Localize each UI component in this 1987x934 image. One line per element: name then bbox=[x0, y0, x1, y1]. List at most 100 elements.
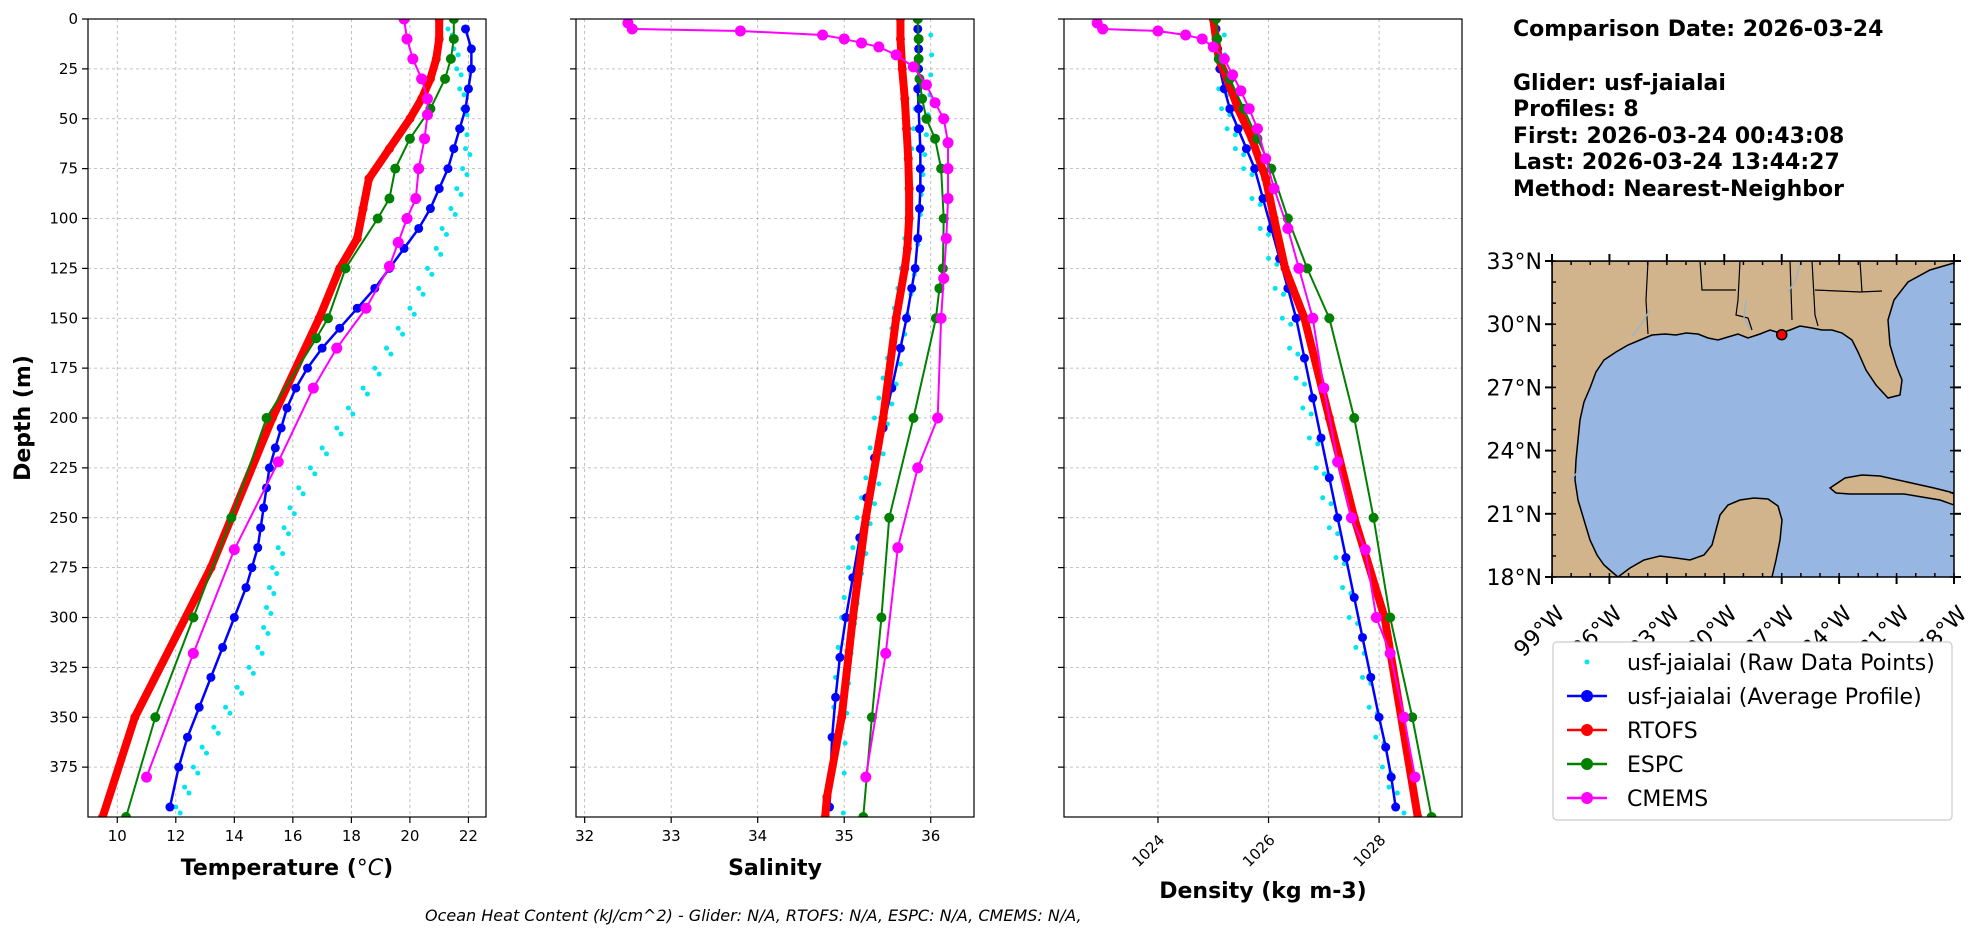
raw-point bbox=[1272, 285, 1278, 291]
y-tick-label: 200 bbox=[49, 409, 78, 427]
cmems-marker bbox=[1243, 103, 1255, 115]
series-group bbox=[622, 19, 954, 817]
raw-point bbox=[234, 684, 240, 690]
y-tick-label: 125 bbox=[49, 259, 78, 277]
espc-marker bbox=[937, 263, 948, 274]
map-land-us bbox=[1552, 261, 1954, 577]
y-tick-label: 375 bbox=[49, 758, 78, 776]
cmems-marker bbox=[734, 25, 746, 37]
raw-point bbox=[345, 405, 351, 411]
raw-point bbox=[443, 231, 449, 237]
raw-point bbox=[319, 445, 325, 451]
raw-point bbox=[1257, 202, 1263, 208]
raw-point bbox=[458, 192, 464, 198]
rtofs-marker bbox=[904, 184, 914, 194]
average-marker bbox=[1341, 553, 1351, 563]
rtofs-marker bbox=[1269, 214, 1279, 223]
cmems-marker bbox=[1345, 512, 1357, 524]
grid bbox=[576, 18, 974, 817]
raw-point bbox=[1366, 704, 1372, 710]
espc-marker bbox=[912, 19, 923, 24]
average-marker bbox=[259, 503, 269, 513]
raw-point bbox=[448, 206, 454, 212]
raw-point bbox=[1341, 561, 1347, 567]
cmems-marker bbox=[873, 41, 885, 53]
raw-point bbox=[1306, 435, 1312, 441]
legend-frame bbox=[1552, 641, 1953, 821]
espc-marker bbox=[121, 812, 132, 817]
average-marker bbox=[270, 443, 280, 453]
raw-point bbox=[867, 445, 873, 451]
raw-point bbox=[281, 525, 287, 531]
map-land-mexico bbox=[1616, 497, 1783, 577]
x-tick-label: 16 bbox=[283, 827, 302, 845]
cmems-marker bbox=[1293, 262, 1305, 274]
average-marker bbox=[1225, 104, 1235, 114]
raw-point bbox=[312, 471, 318, 477]
average-marker bbox=[907, 283, 917, 293]
rtofs-marker bbox=[1299, 313, 1309, 323]
gulf-of-mexico-map: 33°N30°N27°N24°N21°N18°N99°W96°W93°W90°W… bbox=[1487, 250, 1973, 662]
raw-point bbox=[429, 271, 435, 277]
rtofs-marker bbox=[822, 792, 832, 802]
legend-item: CMEMS bbox=[1567, 787, 1708, 812]
raw-point bbox=[928, 72, 934, 78]
x-tick-label: 1028 bbox=[1350, 831, 1390, 871]
espc-marker bbox=[908, 413, 919, 423]
raw-point bbox=[1287, 345, 1293, 351]
raw-point bbox=[1315, 441, 1321, 447]
raw-point bbox=[350, 411, 356, 417]
espc-marker bbox=[384, 193, 395, 204]
rtofs-marker bbox=[384, 144, 394, 154]
raw-point bbox=[255, 644, 261, 650]
raw-point bbox=[1360, 674, 1365, 680]
espc-marker bbox=[913, 53, 924, 64]
average-marker bbox=[895, 343, 905, 353]
average-marker bbox=[455, 124, 465, 134]
legend-swatch-marker bbox=[1581, 724, 1593, 736]
average-marker bbox=[425, 204, 435, 214]
average-marker bbox=[914, 124, 924, 134]
raw-point bbox=[1224, 126, 1230, 132]
x-axis-label: Density (kg m-3) bbox=[1159, 879, 1367, 904]
average-marker bbox=[241, 583, 251, 593]
x-tick-label: 35 bbox=[835, 827, 854, 845]
average-marker bbox=[914, 104, 924, 114]
average-marker bbox=[461, 104, 471, 114]
raw-point bbox=[261, 624, 267, 630]
espc-marker bbox=[1324, 313, 1335, 324]
cmems-line bbox=[627, 22, 950, 778]
raw-point bbox=[364, 391, 370, 397]
cmems-marker bbox=[940, 232, 952, 244]
legend-label: usf-jaialai (Average Profile) bbox=[1627, 685, 1922, 710]
rtofs-marker bbox=[431, 54, 441, 64]
raw-point bbox=[835, 644, 841, 650]
raw-point bbox=[250, 670, 256, 676]
x-tick-label: 20 bbox=[400, 827, 419, 845]
average-marker bbox=[461, 24, 471, 34]
rtofs-marker bbox=[895, 34, 905, 44]
cmems-marker bbox=[838, 33, 850, 45]
y-tick-label: 50 bbox=[59, 110, 78, 128]
raw-point bbox=[338, 431, 344, 437]
raw-point bbox=[1249, 196, 1255, 202]
raw-point bbox=[274, 571, 280, 577]
raw-point bbox=[300, 491, 306, 497]
espc-marker bbox=[1349, 413, 1360, 423]
legend-item: usf-jaialai (Raw Data Points) bbox=[1584, 651, 1935, 676]
raw-point bbox=[872, 501, 877, 507]
cmems-marker bbox=[817, 29, 829, 41]
cmems-marker bbox=[1318, 382, 1330, 394]
rtofs-marker bbox=[425, 74, 435, 84]
cmems-marker bbox=[1251, 123, 1263, 135]
espc-marker bbox=[445, 53, 456, 64]
average-marker bbox=[1374, 712, 1384, 722]
y-tick-label: 325 bbox=[49, 658, 78, 676]
cmems-marker bbox=[413, 163, 425, 175]
cmems-marker bbox=[401, 33, 413, 45]
average-marker bbox=[1241, 144, 1251, 154]
average-marker bbox=[914, 204, 924, 214]
average-marker bbox=[1250, 164, 1260, 174]
espc-marker bbox=[311, 333, 322, 344]
cmems-marker bbox=[1227, 69, 1239, 81]
